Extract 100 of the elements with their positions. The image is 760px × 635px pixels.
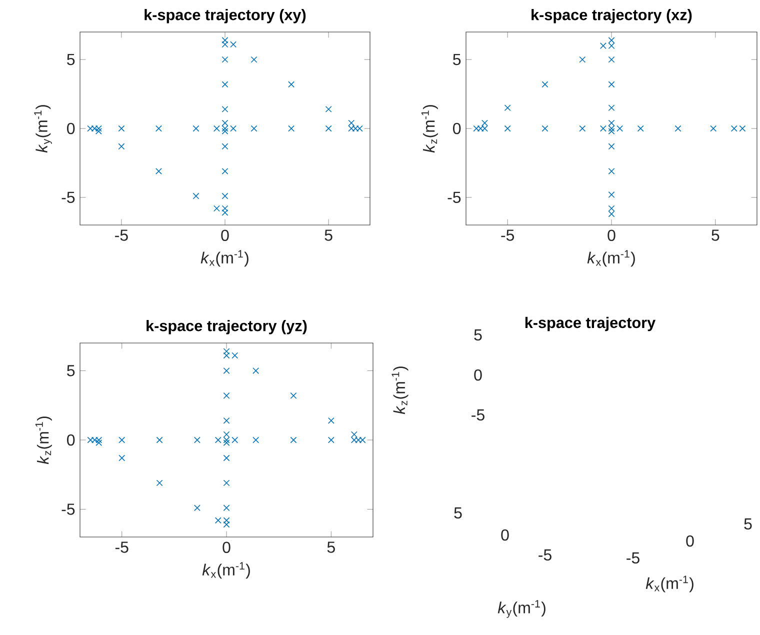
point <box>608 120 615 126</box>
point <box>118 125 125 132</box>
y-tick-label: 5 <box>453 54 461 66</box>
chart-title: k-space trajectory (xy) <box>144 8 306 24</box>
point <box>290 436 297 444</box>
point <box>608 205 615 212</box>
y-axis-title: k$_{z}$(m$^{-1}$) <box>421 105 438 153</box>
point <box>608 168 615 174</box>
point <box>328 436 334 444</box>
point <box>250 125 258 132</box>
point <box>608 37 615 44</box>
point <box>222 120 228 126</box>
point <box>156 480 163 486</box>
point <box>504 104 511 112</box>
point <box>194 504 200 512</box>
y-tick-label: -5 <box>448 192 461 203</box>
point <box>155 168 162 174</box>
point <box>290 392 297 399</box>
point <box>223 440 230 446</box>
point <box>637 125 644 132</box>
point <box>223 392 230 399</box>
point <box>710 125 717 132</box>
point <box>608 143 615 150</box>
x-tick-label: 5 <box>324 230 332 241</box>
text: k-space trajectory <box>525 316 656 332</box>
point <box>608 56 615 63</box>
point <box>608 191 615 198</box>
point <box>223 504 230 512</box>
point <box>579 125 586 132</box>
text: -5 <box>626 552 640 564</box>
x-axis-title: k$_{x}$(m$^{-1}$) <box>202 562 250 579</box>
point <box>223 417 230 424</box>
text: k$_{y}$(m$^{-1}$) <box>498 600 546 618</box>
chart-title: k-space trajectory (yz) <box>146 320 307 334</box>
point <box>223 454 230 462</box>
point <box>222 37 228 44</box>
point <box>325 106 332 112</box>
point <box>192 125 200 132</box>
point <box>252 436 260 444</box>
x-tick-label: 5 <box>712 230 720 241</box>
point <box>155 125 162 132</box>
point <box>222 56 228 63</box>
point <box>608 128 615 134</box>
point <box>608 81 615 88</box>
text: k$_{x}$(m$^{-1}$) <box>646 576 694 592</box>
point <box>222 192 228 200</box>
point <box>222 81 228 88</box>
point <box>542 81 548 88</box>
point <box>477 125 484 132</box>
x-tick-label: 0 <box>222 542 230 554</box>
x-tick-label: 0 <box>221 230 229 242</box>
point <box>222 128 228 134</box>
x-axis-title: k$_{x}$(m$^{-1}$) <box>587 250 635 267</box>
point <box>223 480 230 486</box>
text: 0 <box>501 529 509 541</box>
point <box>223 521 230 528</box>
y-tick-label: 0 <box>67 122 75 134</box>
point <box>608 210 615 218</box>
point <box>608 104 615 112</box>
point <box>222 106 228 112</box>
point <box>542 125 548 132</box>
point <box>352 125 359 132</box>
y-tick-label: 5 <box>67 54 75 66</box>
point <box>95 128 102 134</box>
x-tick-label: 0 <box>608 230 616 242</box>
point <box>96 440 102 446</box>
point <box>674 125 682 132</box>
point <box>118 454 126 462</box>
point <box>481 120 488 126</box>
y-tick-label: 0 <box>453 122 461 134</box>
point <box>118 436 126 444</box>
point <box>223 348 230 355</box>
point <box>192 192 200 200</box>
x-axis-title: k$_{x}$(m$^{-1}$) <box>200 250 248 267</box>
y-axis-title: k$_{z}$(m$^{-1}$) <box>35 416 52 464</box>
x-tick-label: -5 <box>115 230 128 241</box>
point <box>328 417 334 424</box>
point <box>348 120 355 126</box>
text: -5 <box>472 409 484 421</box>
chart-title: k-space trajectory (xz) <box>532 8 692 24</box>
point <box>350 431 358 438</box>
point <box>325 125 332 132</box>
x-tick-label: -5 <box>501 230 514 241</box>
point <box>222 143 228 150</box>
point <box>223 431 230 438</box>
y-tick-label: 0 <box>67 434 75 446</box>
text: -5 <box>538 549 552 561</box>
y-axis-title: k$_{y}$(m$^{-1}$) <box>34 105 52 153</box>
point <box>222 168 228 174</box>
y-tick-label: -5 <box>62 504 75 515</box>
point <box>288 81 295 88</box>
point <box>288 125 295 132</box>
point <box>250 56 258 63</box>
point <box>156 436 163 444</box>
point <box>223 367 230 374</box>
text: 5 <box>474 329 482 341</box>
y-tick-label: -5 <box>62 192 75 203</box>
point <box>252 367 260 374</box>
text: 5 <box>744 518 752 530</box>
y-tick-label: 5 <box>67 365 75 376</box>
